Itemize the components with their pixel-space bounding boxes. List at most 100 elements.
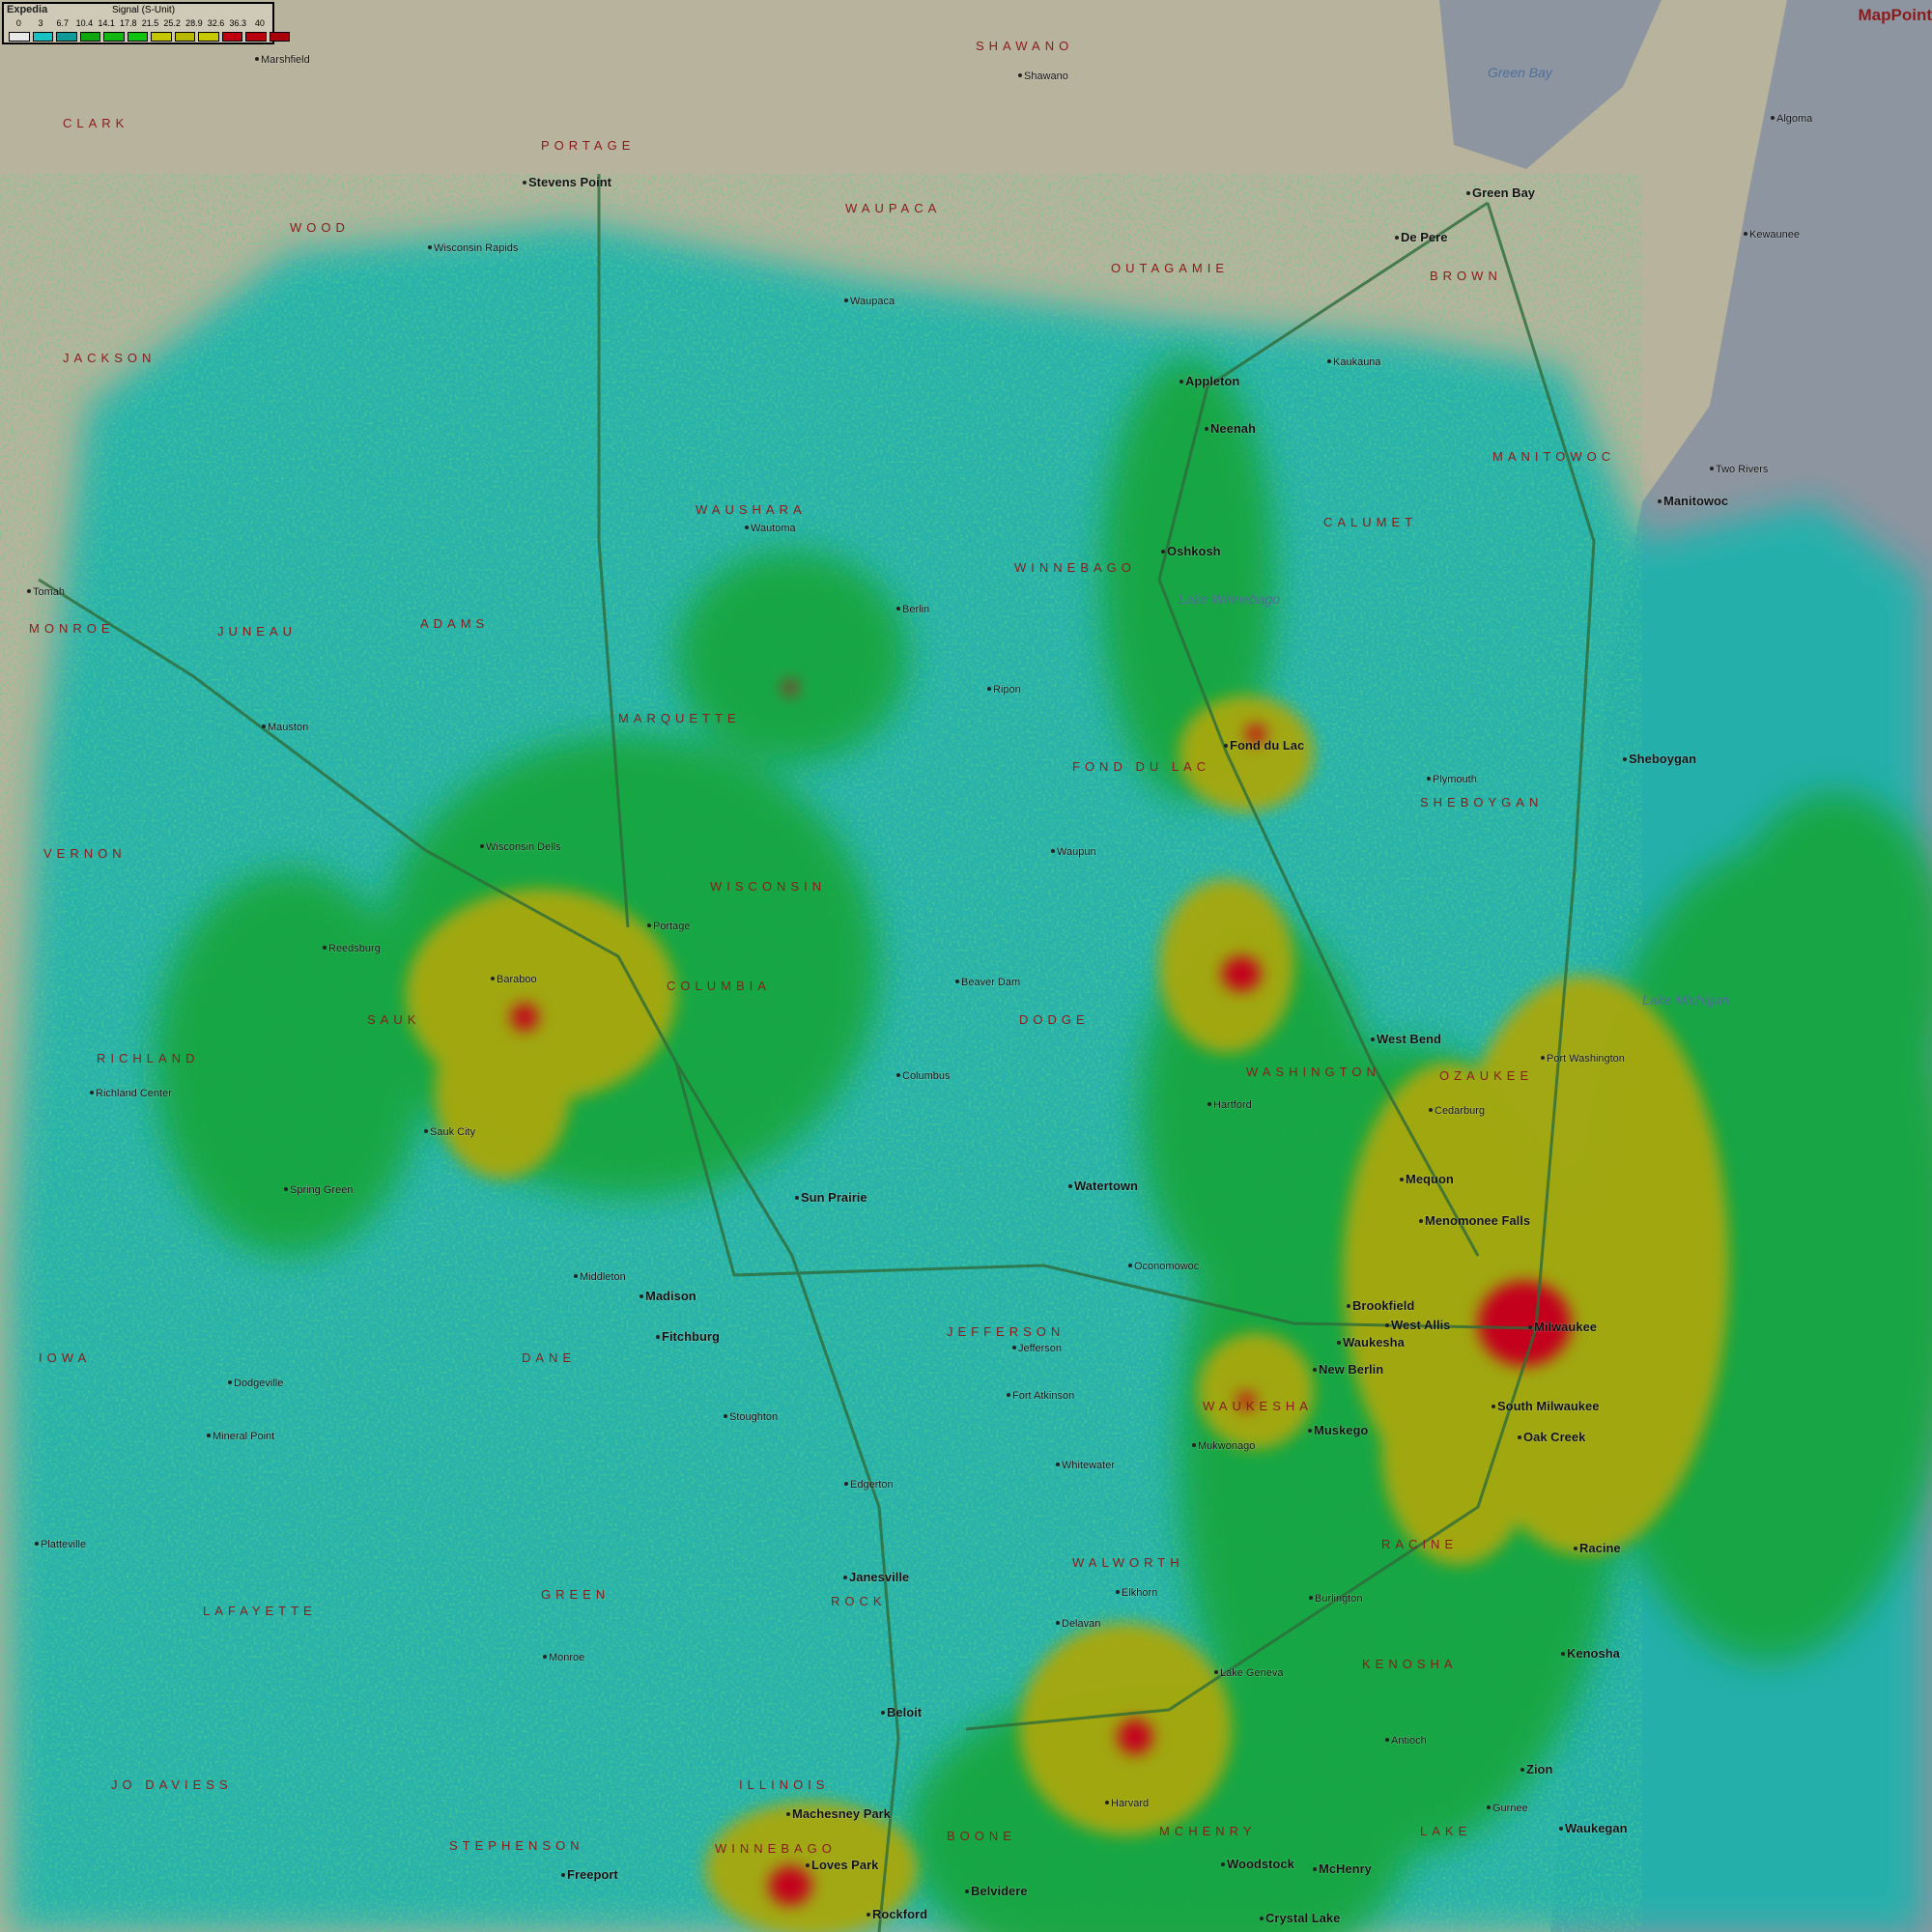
coverage-overlay [0, 174, 1932, 1932]
city-label[interactable]: Fond du Lac [1230, 738, 1305, 753]
city-label[interactable]: Stoughton [729, 1411, 779, 1424]
city-label[interactable]: Reedsburg [328, 943, 382, 955]
city-label[interactable]: Belvidere [971, 1884, 1029, 1899]
city-label[interactable]: New Berlin [1319, 1362, 1384, 1378]
city-label[interactable]: Platteville [41, 1539, 87, 1551]
city-label[interactable]: Woodstock [1227, 1857, 1296, 1872]
city-label[interactable]: Columbus [902, 1070, 952, 1083]
city-label[interactable]: Machesney Park [792, 1806, 893, 1822]
region-label: VERNON [43, 846, 127, 861]
city-label[interactable]: Neenah [1210, 421, 1257, 437]
city-label[interactable]: Mequon [1406, 1172, 1455, 1187]
city-label[interactable]: Dodgeville [234, 1378, 284, 1390]
city-label[interactable]: Plymouth [1433, 774, 1478, 786]
city-label[interactable]: Janesville [849, 1570, 910, 1585]
city-label[interactable]: Burlington [1315, 1593, 1364, 1605]
city-label[interactable]: Jefferson [1018, 1343, 1063, 1355]
city-label[interactable]: Tomah [33, 586, 66, 599]
city-label[interactable]: Algoma [1776, 113, 1814, 126]
city-label[interactable]: Monroe [549, 1652, 585, 1664]
city-label[interactable]: Beaver Dam [961, 977, 1021, 989]
city-label[interactable]: Waupaca [850, 296, 896, 308]
city-label[interactable]: Spring Green [290, 1184, 354, 1197]
city-label[interactable]: Berlin [902, 604, 930, 616]
city-label[interactable]: Mineral Point [213, 1431, 275, 1443]
region-label: MONROE [29, 621, 115, 636]
city-label[interactable]: Ripon [993, 684, 1022, 696]
city-label[interactable]: Oconomowoc [1134, 1261, 1201, 1273]
region-label: JO DAVIESS [111, 1777, 233, 1792]
city-label[interactable]: Lake Geneva [1220, 1667, 1285, 1680]
city-label[interactable]: Elkhorn [1122, 1587, 1158, 1600]
city-marker [1051, 849, 1055, 853]
city-label[interactable]: Mauston [268, 722, 309, 734]
city-label[interactable]: Brookfield [1352, 1298, 1415, 1314]
city-label[interactable]: Oak Creek [1523, 1430, 1587, 1445]
city-label[interactable]: Harvard [1111, 1798, 1150, 1810]
city-label[interactable]: Shawano [1024, 71, 1069, 83]
city-label[interactable]: Beloit [887, 1705, 923, 1720]
city-label[interactable]: Wisconsin Dells [486, 841, 562, 854]
city-marker [1214, 1670, 1218, 1674]
region-label: WINNEBAGO [1014, 560, 1136, 575]
city-label[interactable]: Fort Atkinson [1012, 1390, 1075, 1403]
legend-label: 36.3 [229, 18, 246, 28]
city-label[interactable]: Richland Center [96, 1088, 173, 1100]
city-label[interactable]: Madison [645, 1289, 697, 1304]
city-label[interactable]: Sun Prairie [801, 1190, 868, 1206]
city-label[interactable]: Oshkosh [1167, 544, 1222, 559]
city-label[interactable]: Stevens Point [528, 175, 613, 190]
city-label[interactable]: Kenosha [1567, 1646, 1622, 1662]
city-label[interactable]: Manitowoc [1663, 494, 1729, 509]
city-label[interactable]: South Milwaukee [1497, 1399, 1600, 1414]
city-label[interactable]: McHenry [1319, 1861, 1374, 1877]
city-label[interactable]: Wautoma [751, 523, 798, 535]
city-label[interactable]: Freeport [567, 1867, 619, 1883]
city-label[interactable]: Two Rivers [1716, 464, 1770, 476]
city-label[interactable]: Rockford [872, 1907, 928, 1922]
city-label[interactable]: Kewaunee [1749, 229, 1801, 242]
city-label[interactable]: Hartford [1213, 1099, 1253, 1112]
city-label[interactable]: Mukwonago [1198, 1440, 1256, 1453]
coverage-peak-area [783, 681, 797, 695]
city-marker [1308, 1429, 1312, 1433]
city-label[interactable]: Delavan [1062, 1618, 1101, 1631]
city-label[interactable]: Appleton [1185, 374, 1240, 389]
city-label[interactable]: Racine [1579, 1541, 1622, 1556]
city-label[interactable]: Loves Park [811, 1858, 880, 1873]
city-label[interactable]: Sauk City [430, 1126, 477, 1139]
city-label[interactable]: Green Bay [1472, 185, 1537, 201]
city-label[interactable]: Edgerton [850, 1479, 895, 1492]
city-label[interactable]: Middleton [580, 1271, 627, 1284]
city-label[interactable]: Waukegan [1565, 1821, 1629, 1836]
city-label[interactable]: Antioch [1391, 1735, 1428, 1747]
city-label[interactable]: Zion [1526, 1762, 1553, 1777]
city-marker [1429, 1108, 1433, 1112]
city-label[interactable]: Portage [653, 921, 692, 933]
city-label[interactable]: Cedarburg [1435, 1105, 1486, 1118]
city-label[interactable]: Muskego [1314, 1423, 1369, 1438]
city-label[interactable]: Milwaukee [1534, 1320, 1598, 1335]
city-label[interactable]: West Allis [1391, 1318, 1451, 1333]
city-label[interactable]: Baraboo [497, 974, 538, 986]
city-label[interactable]: Port Washington [1547, 1053, 1626, 1065]
region-label: WOOD [290, 220, 350, 235]
city-label[interactable]: Menomonee Falls [1425, 1213, 1531, 1229]
city-label[interactable]: Wisconsin Rapids [434, 242, 520, 255]
coverage-peak-area [511, 1004, 538, 1031]
city-label[interactable]: Kaukauna [1333, 356, 1382, 369]
city-label[interactable]: Marshfield [261, 54, 311, 67]
city-marker [1224, 744, 1228, 748]
city-label[interactable]: Waukesha [1343, 1335, 1406, 1350]
city-label[interactable]: De Pere [1401, 230, 1448, 245]
city-label[interactable]: Fitchburg [662, 1329, 721, 1345]
city-label[interactable]: Whitewater [1062, 1460, 1116, 1472]
legend-swatch [174, 32, 195, 42]
city-label[interactable]: Gurnee [1492, 1803, 1529, 1815]
city-label[interactable]: West Bend [1377, 1032, 1442, 1047]
city-label[interactable]: Waupun [1057, 846, 1097, 859]
city-label[interactable]: Crystal Lake [1265, 1911, 1341, 1926]
city-label[interactable]: Watertown [1074, 1179, 1139, 1194]
city-label[interactable]: Sheboygan [1629, 752, 1697, 767]
